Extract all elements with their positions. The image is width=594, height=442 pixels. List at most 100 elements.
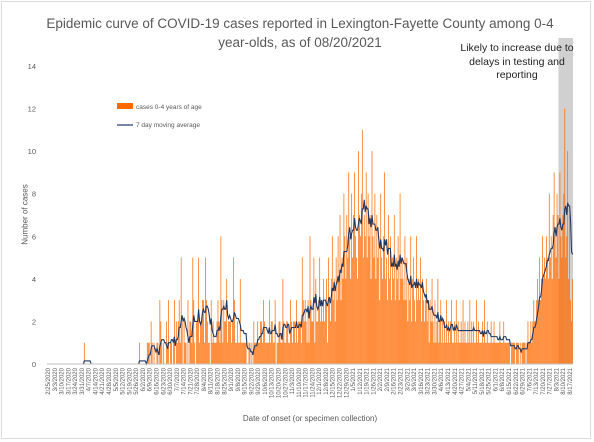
case-bar xyxy=(565,257,567,364)
legend-label-cases: cases 0-4 years of age xyxy=(136,104,202,111)
case-bar xyxy=(207,342,209,364)
case-bar xyxy=(560,236,562,364)
case-bar xyxy=(176,342,178,364)
case-bar xyxy=(529,342,531,364)
x-tick-label: 6/8/2021 xyxy=(500,367,506,391)
case-bar xyxy=(402,278,404,364)
case-bar xyxy=(508,342,509,364)
case-bar xyxy=(551,278,553,364)
case-bar xyxy=(364,236,366,364)
x-tick-label: 11/24/2020 xyxy=(310,367,316,397)
case-bar xyxy=(347,257,349,364)
case-bar xyxy=(268,300,270,364)
case-bar xyxy=(544,257,545,364)
case-bar xyxy=(532,321,534,364)
case-bar xyxy=(190,321,192,364)
x-tick-label: 10/13/2020 xyxy=(270,367,276,398)
case-bar xyxy=(283,321,285,364)
case-bar xyxy=(410,236,412,364)
x-tick-label: 12/22/2020 xyxy=(338,367,344,398)
x-axis-title: Date of onset (or specimen collection) xyxy=(242,414,378,423)
case-bar xyxy=(147,342,149,364)
case-bar xyxy=(523,342,525,364)
case-bar xyxy=(390,236,391,364)
case-bar xyxy=(194,342,196,364)
case-bar xyxy=(504,342,506,364)
case-bar xyxy=(244,342,246,364)
case-bar xyxy=(197,321,198,364)
case-bar xyxy=(555,257,557,364)
case-bar xyxy=(341,257,343,364)
x-tick-label: 12/1/2020 xyxy=(317,367,323,394)
case-bar xyxy=(161,342,163,364)
case-bar xyxy=(570,300,571,364)
y-tick-label: 6 xyxy=(32,232,36,241)
case-bar xyxy=(473,321,475,364)
case-bar xyxy=(336,300,338,364)
case-bar xyxy=(426,321,428,364)
case-bar xyxy=(329,300,330,364)
case-bar xyxy=(240,342,242,364)
case-bar xyxy=(206,321,208,364)
case-bar xyxy=(317,321,319,364)
case-bar xyxy=(284,342,286,364)
case-bar xyxy=(245,342,247,364)
case-bar xyxy=(537,278,539,364)
x-tick-label: 4/21/2020 xyxy=(100,367,106,394)
case-bar xyxy=(267,342,269,364)
case-bar xyxy=(499,321,501,364)
x-tick-label: 10/6/2020 xyxy=(263,367,269,394)
case-bar xyxy=(236,342,237,364)
case-bar xyxy=(174,300,175,364)
case-bar xyxy=(393,215,395,364)
case-bar xyxy=(312,321,314,364)
case-bar xyxy=(202,300,203,364)
case-bar xyxy=(495,342,497,364)
case-bar xyxy=(371,151,373,364)
case-bar xyxy=(442,321,444,364)
case-bar xyxy=(416,236,417,364)
case-bar xyxy=(378,236,380,364)
y-axis-ticks: 0 2 4 6 8 10 12 14 xyxy=(28,62,36,369)
case-bar xyxy=(359,215,360,364)
case-bar xyxy=(521,342,523,364)
y-tick-label: 14 xyxy=(28,62,36,71)
case-bar xyxy=(542,236,543,364)
x-tick-label: 2/9/2021 xyxy=(385,367,391,391)
case-bar xyxy=(404,236,406,364)
case-bar xyxy=(397,236,399,364)
case-bar xyxy=(470,342,472,364)
x-tick-label: 4/13/2021 xyxy=(446,367,452,394)
case-bar xyxy=(388,215,389,364)
case-bar xyxy=(545,236,547,364)
x-tick-label: 5/12/2020 xyxy=(121,367,127,394)
case-bar xyxy=(321,300,322,364)
case-bar xyxy=(453,342,454,364)
case-bar xyxy=(458,342,460,364)
x-tick-label: 1/12/2021 xyxy=(358,367,364,394)
case-bar xyxy=(288,342,290,364)
case-bar xyxy=(380,193,382,364)
y-tick-label: 2 xyxy=(32,317,36,326)
case-bar xyxy=(463,342,465,364)
case-bar xyxy=(509,342,510,364)
case-bar xyxy=(554,236,556,364)
case-bar xyxy=(329,321,331,364)
case-bar xyxy=(546,257,548,364)
case-bar xyxy=(187,300,189,364)
case-bar xyxy=(488,342,490,364)
case-bar xyxy=(507,342,508,364)
case-bar xyxy=(263,300,264,364)
x-tick-label: 1/5/2021 xyxy=(351,367,357,391)
case-bar xyxy=(335,257,337,364)
case-bar xyxy=(407,321,409,364)
x-tick-label: 3/2/2021 xyxy=(405,367,411,391)
case-bar xyxy=(534,321,536,364)
case-bar xyxy=(314,342,316,364)
case-bar xyxy=(481,342,482,364)
case-bar xyxy=(258,342,260,364)
case-bar xyxy=(572,278,573,364)
case-bar xyxy=(365,172,367,364)
case-bar xyxy=(419,300,420,364)
x-tick-label: 8/4/2020 xyxy=(202,367,208,391)
